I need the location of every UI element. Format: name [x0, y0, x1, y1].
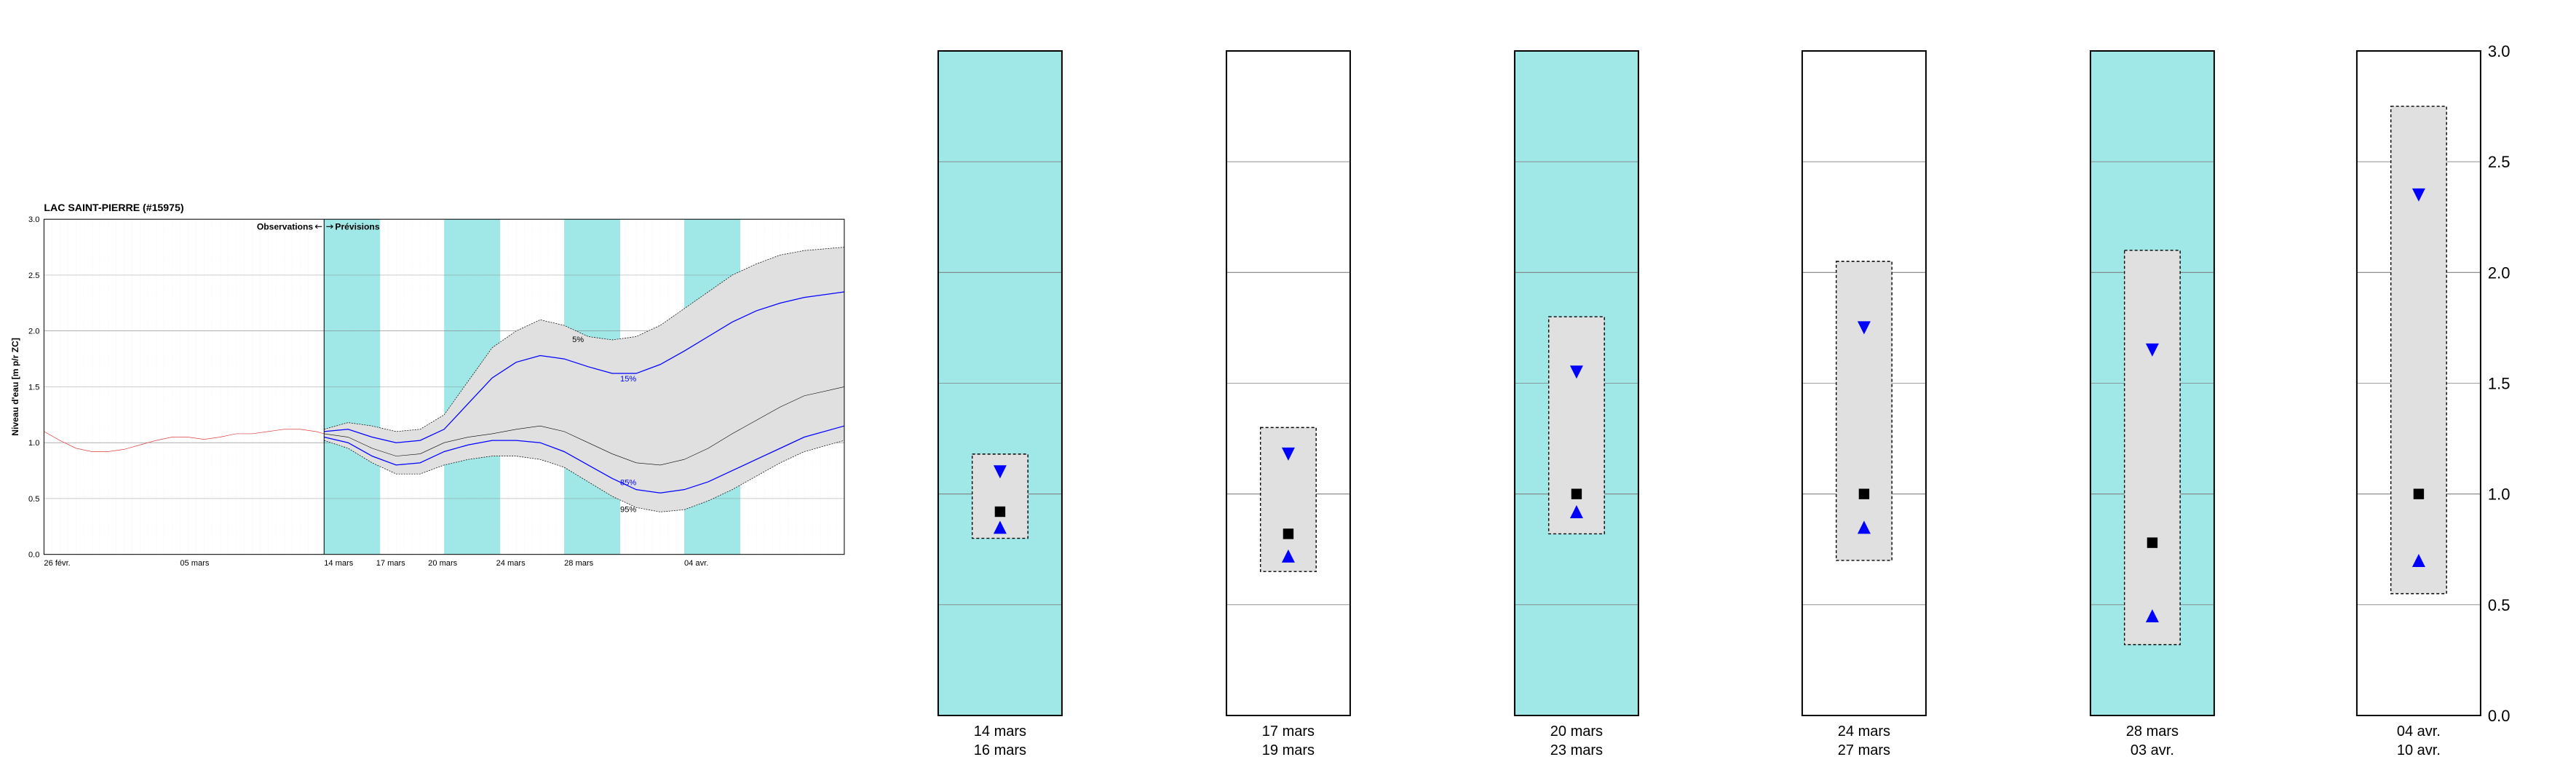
- small-panel: 0.0 0.5 1.0 1.5 2.0 2.5 3.0 04 avr. 10 avr.: [2298, 7, 2576, 774]
- svg-text:Niveau d'eau [m p/r ZC]: Niveau d'eau [m p/r ZC]: [10, 338, 20, 436]
- svg-text:95%: 95%: [620, 505, 636, 514]
- svg-text:28 mars: 28 mars: [2126, 723, 2179, 740]
- small-panel: 14 mars 16 mars: [857, 7, 1143, 774]
- svg-text:2.5: 2.5: [28, 271, 39, 280]
- svg-text:26 févr.: 26 févr.: [44, 559, 70, 568]
- main-chart-svg: 0.0 0.5 1.0 1.5 2.0 2.5 3.0 LAC SAINT-PIERRE (#…: [7, 7, 852, 774]
- svg-text:85%: 85%: [620, 479, 636, 488]
- svg-text:14 mars: 14 mars: [324, 559, 353, 568]
- svg-text:1.5: 1.5: [2488, 375, 2510, 393]
- svg-text:2.5: 2.5: [2488, 153, 2510, 171]
- svg-text:03 avr.: 03 avr.: [2131, 742, 2174, 758]
- svg-text:10 avr.: 10 avr.: [2397, 742, 2441, 758]
- small-panel: 24 mars 27 mars: [1721, 7, 2007, 774]
- svg-text:2.0: 2.0: [2488, 263, 2510, 282]
- svg-text:0.5: 0.5: [2488, 596, 2510, 614]
- svg-text:Observations: Observations: [257, 221, 314, 231]
- svg-text:24 mars: 24 mars: [1838, 723, 1890, 740]
- svg-text:Prévisions: Prévisions: [335, 221, 379, 231]
- svg-text:19 mars: 19 mars: [1262, 742, 1315, 758]
- small-panel-svg: 17 mars 19 mars: [1146, 7, 1431, 774]
- small-panel-svg: 14 mars 16 mars: [857, 7, 1143, 774]
- svg-text:24 mars: 24 mars: [496, 559, 526, 568]
- svg-text:14 mars: 14 mars: [974, 723, 1026, 740]
- svg-text:5%: 5%: [572, 336, 584, 344]
- small-panel: 20 mars 23 mars: [1434, 7, 1719, 774]
- small-panel: 17 mars 19 mars: [1146, 7, 1431, 774]
- small-panels-row: 14 mars 16 mars 17 mars 19 mars 20 mars 23 ma…: [857, 7, 2576, 774]
- main-chart-panel: 0.0 0.5 1.0 1.5 2.0 2.5 3.0 LAC SAINT-PIERRE (#…: [7, 7, 852, 774]
- svg-text:17 mars: 17 mars: [1262, 723, 1315, 740]
- svg-text:1.5: 1.5: [28, 383, 39, 392]
- svg-text:0.5: 0.5: [28, 495, 39, 504]
- svg-text:0.0: 0.0: [2488, 707, 2510, 725]
- svg-text:2.0: 2.0: [28, 328, 39, 336]
- svg-text:1.0: 1.0: [2488, 485, 2510, 504]
- svg-text:20 mars: 20 mars: [1550, 723, 1602, 740]
- svg-text:20 mars: 20 mars: [428, 559, 457, 568]
- svg-text:16 mars: 16 mars: [974, 742, 1026, 758]
- svg-text:1.0: 1.0: [28, 439, 39, 448]
- svg-text:17 mars: 17 mars: [376, 559, 405, 568]
- svg-text:27 mars: 27 mars: [1838, 742, 1890, 758]
- svg-text:28 mars: 28 mars: [564, 559, 593, 568]
- svg-text:23 mars: 23 mars: [1550, 742, 1602, 758]
- svg-text:15%: 15%: [620, 375, 636, 384]
- svg-text:3.0: 3.0: [2488, 42, 2510, 60]
- small-panel-svg: 20 mars 23 mars: [1434, 7, 1719, 774]
- small-panel-svg: 24 mars 27 mars: [1721, 7, 2007, 774]
- small-panel-svg: 0.0 0.5 1.0 1.5 2.0 2.5 3.0 04 avr. 10 avr.: [2298, 7, 2576, 774]
- svg-text:04 avr.: 04 avr.: [2397, 723, 2441, 740]
- small-panel: 28 mars 03 avr.: [2010, 7, 2295, 774]
- svg-text:05 mars: 05 mars: [180, 559, 209, 568]
- small-panel-svg: 28 mars 03 avr.: [2010, 7, 2295, 774]
- svg-text:LAC SAINT-PIERRE (#15975): LAC SAINT-PIERRE (#15975): [44, 202, 183, 213]
- svg-text:0.0: 0.0: [28, 551, 39, 560]
- svg-text:3.0: 3.0: [28, 215, 39, 224]
- svg-text:04 avr.: 04 avr.: [684, 559, 708, 568]
- chart-container: 0.0 0.5 1.0 1.5 2.0 2.5 3.0 LAC SAINT-PIERRE (#…: [7, 7, 2576, 774]
